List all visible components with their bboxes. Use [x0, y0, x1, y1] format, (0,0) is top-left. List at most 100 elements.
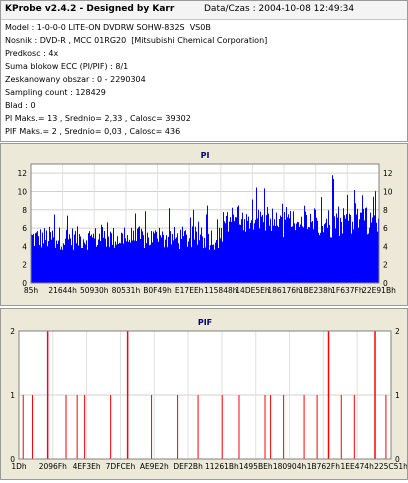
pi-bar [144, 248, 145, 283]
pi-bar [376, 222, 377, 283]
pi-bar [263, 222, 264, 283]
pi-bar [79, 234, 80, 283]
pi-bar [152, 242, 153, 283]
y-tick-label-left: 0 [22, 279, 27, 288]
pi-bar [39, 245, 40, 283]
pi-bar [58, 240, 59, 283]
pif-bar [221, 395, 223, 459]
pi-bar [328, 210, 329, 283]
pi-bar [238, 205, 239, 283]
pi-bar [272, 208, 273, 283]
pi-bar [259, 228, 260, 283]
y-tick-label-left: 6 [22, 224, 27, 233]
pi-bar [70, 238, 71, 283]
pi-bar [86, 240, 87, 283]
pi-bar [298, 222, 299, 283]
pi-bar [229, 221, 230, 283]
pi-bar [78, 245, 79, 283]
pi-bar [220, 238, 221, 283]
y-tick-label-left: 2 [22, 261, 27, 270]
pi-bar [334, 216, 335, 283]
pi-bar [193, 209, 194, 283]
pi-bar [365, 208, 366, 283]
pi-bar [332, 175, 333, 283]
pi-bar [336, 213, 337, 283]
y-tick-label-left: 0 [10, 455, 15, 464]
pi-bar [306, 214, 307, 283]
pi-bar [66, 229, 67, 283]
pi-bar [228, 231, 229, 283]
pi-bar [340, 217, 341, 283]
date-time: Data/Czas : 2004-10-08 12:49:34 [204, 4, 355, 14]
pi-bar [346, 214, 347, 283]
pi-bar [349, 213, 350, 283]
pi-bar [283, 237, 284, 283]
pi-bar [300, 224, 301, 283]
pi-bar [142, 231, 143, 283]
pi-bar [305, 211, 306, 283]
chart-title: PIF [198, 318, 212, 327]
pi-bar [164, 247, 165, 283]
pi-bar [67, 215, 68, 283]
pi-bar [323, 232, 324, 283]
pi-bar [83, 239, 84, 283]
pi-bar [201, 227, 202, 283]
pi-bar [173, 240, 174, 283]
pi-bar [44, 228, 45, 283]
pif-bar [327, 331, 330, 459]
pi-bar [198, 221, 199, 283]
pi-bar [326, 218, 327, 283]
pi-bar [117, 236, 118, 283]
pi-bar [335, 228, 336, 283]
pi-bar [254, 223, 255, 283]
x-tick-label: 11261Bh [205, 462, 239, 471]
pi-bar [331, 237, 332, 283]
pi-bar [186, 234, 187, 283]
pi-bar [369, 227, 370, 283]
pi-bar [128, 241, 129, 283]
x-tick-label: 14DE5Eh [235, 286, 270, 295]
pi-bar [341, 221, 342, 283]
pi-bar [116, 244, 117, 283]
pi-bar [216, 239, 217, 283]
x-tick-label: 1F637Fh [331, 286, 364, 295]
pi-bar [49, 226, 50, 283]
pi-bar [377, 231, 378, 283]
pi-bar [95, 228, 96, 283]
pi-bar [361, 212, 362, 283]
pi-bar [47, 246, 48, 283]
pi-bar [192, 226, 193, 283]
pi-bar [48, 241, 49, 283]
pi-bar [274, 219, 275, 283]
pif-bar [65, 395, 67, 459]
pi-bar [32, 234, 33, 283]
pi-bar [350, 214, 351, 283]
y-tick-label-right: 1 [395, 391, 400, 400]
pif-bar [238, 395, 240, 459]
pi-bar [227, 212, 228, 283]
pif-bar [303, 395, 305, 459]
pi-bar [354, 189, 355, 283]
pi-bar [235, 217, 236, 283]
pi-bar [122, 233, 123, 283]
pi-bar [278, 227, 279, 283]
pi-bar [325, 222, 326, 283]
pi-bar [199, 240, 200, 283]
pi-bar [91, 234, 92, 283]
pif-bar [32, 395, 34, 459]
pi-bar [85, 244, 86, 283]
pi-bar [327, 227, 328, 283]
pi-bar [141, 228, 142, 283]
pi-bar [262, 214, 263, 283]
pi-bar [309, 227, 310, 283]
pi-bar [355, 203, 356, 283]
y-tick-label-right: 0 [383, 279, 388, 288]
y-tick-label-right: 6 [383, 224, 388, 233]
pi-bar [36, 232, 37, 283]
pi-bar [51, 239, 52, 283]
pi-bar [245, 231, 246, 283]
pi-bar [344, 215, 345, 283]
pi-bar [217, 219, 218, 283]
pi-bar [299, 226, 300, 283]
pi-bar [287, 217, 288, 283]
